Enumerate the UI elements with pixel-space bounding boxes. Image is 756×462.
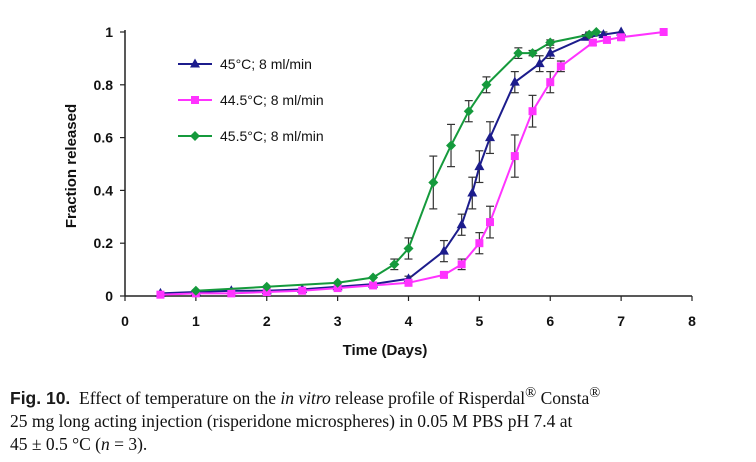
data-point xyxy=(298,286,307,295)
data-point xyxy=(485,132,496,142)
y-tick-label: 0.2 xyxy=(94,235,114,251)
data-point xyxy=(481,79,492,90)
series-3 xyxy=(190,27,602,296)
data-point xyxy=(467,187,478,197)
caption-suffix: = 3). xyxy=(109,433,148,454)
data-point xyxy=(528,107,537,116)
series-line xyxy=(160,31,664,296)
data-point xyxy=(428,177,439,188)
data-point xyxy=(403,243,414,254)
x-tick-label: 1 xyxy=(192,313,200,329)
data-point xyxy=(588,38,597,47)
legend-item-3: 45.5°C; 8 ml/min xyxy=(178,128,324,144)
caption-consta: Consta xyxy=(540,387,590,408)
x-tick-label: 6 xyxy=(546,313,554,329)
caption-n: n xyxy=(100,433,110,454)
caption-reg-2: ® xyxy=(589,385,601,401)
caption-line-2: 25 mg long acting injection (risperidone… xyxy=(10,410,573,431)
data-point xyxy=(591,27,602,37)
data-point xyxy=(617,33,626,42)
x-axis-label: Time (Days) xyxy=(343,342,428,359)
legend-item-2: 44.5°C; 8 ml/min xyxy=(178,92,324,108)
series-layer xyxy=(155,26,668,299)
data-point xyxy=(262,288,271,297)
legend-label: 44.5°C; 8 ml/min xyxy=(220,92,324,108)
caption-reg-1: ® xyxy=(525,385,537,401)
y-axis-label: Fraction released xyxy=(63,104,80,228)
legend-label: 45°C; 8 ml/min xyxy=(220,56,312,72)
data-point xyxy=(332,277,343,288)
data-point xyxy=(474,161,485,171)
y-tick-label: 0 xyxy=(105,288,113,304)
data-point xyxy=(463,106,474,117)
data-point xyxy=(527,48,538,59)
y-tick-label: 0.6 xyxy=(94,130,114,146)
x-tick-label: 0 xyxy=(121,313,129,329)
data-point xyxy=(616,26,627,36)
x-tick-label: 2 xyxy=(263,313,271,329)
axes-layer: 0 1 2 3 4 5 6 7 8 0 0.2 0.4 0.6 0.8 1 xyxy=(94,24,697,329)
y-tick-label: 1 xyxy=(105,24,113,40)
caption-text-1: Effect of temperature on the xyxy=(79,387,276,408)
data-point xyxy=(457,260,466,269)
y-tick-label: 0.4 xyxy=(94,182,114,198)
data-point xyxy=(546,78,555,87)
data-point xyxy=(438,245,449,255)
data-point xyxy=(659,28,668,36)
data-point xyxy=(333,284,342,293)
data-point xyxy=(475,239,484,248)
legend-swatch-marker xyxy=(190,58,200,68)
caption-line-1: Fig. 10. Effect of temperature on the in… xyxy=(10,382,748,410)
caption-line-3: 45 ± 0.5 °C (n = 3). xyxy=(10,433,748,456)
x-tick-label: 7 xyxy=(617,313,625,329)
data-point xyxy=(456,219,467,229)
figure-caption: Fig. 10. Effect of temperature on the in… xyxy=(10,382,748,456)
legend: 45°C; 8 ml/min 44.5°C; 8 ml/min 45.5°C; 8 … xyxy=(178,56,324,144)
series-2 xyxy=(156,28,668,299)
data-point xyxy=(545,37,556,48)
data-point xyxy=(510,152,519,161)
data-point xyxy=(439,270,448,279)
x-tick-label: 8 xyxy=(688,313,696,329)
data-point xyxy=(369,281,378,290)
x-tick-label: 5 xyxy=(475,313,483,329)
y-tick-label: 0.8 xyxy=(94,77,114,93)
data-point xyxy=(227,289,236,298)
data-point xyxy=(545,47,556,57)
data-point xyxy=(261,281,272,292)
legend-label: 45.5°C; 8 ml/min xyxy=(220,128,324,144)
caption-text-2: release profile of Risperdal xyxy=(335,387,526,408)
data-point xyxy=(534,58,545,68)
legend-swatch-marker xyxy=(190,131,200,141)
caption-prefix: 45 ± 0.5 °C ( xyxy=(10,433,101,454)
release-profile-chart: 0 1 2 3 4 5 6 7 8 0 0.2 0.4 0.6 0.8 1 45°C; 8 ml/min 44… xyxy=(63,24,697,359)
data-point xyxy=(368,272,379,283)
x-tick-label: 4 xyxy=(405,313,413,329)
data-point xyxy=(190,285,201,296)
data-point xyxy=(486,218,495,227)
data-point xyxy=(598,29,609,39)
data-point xyxy=(389,259,400,270)
data-point xyxy=(556,62,565,71)
x-tick-label: 3 xyxy=(334,313,342,329)
data-point xyxy=(156,290,165,299)
caption-italic: in vitro xyxy=(280,387,331,408)
data-point xyxy=(404,278,413,287)
data-point xyxy=(602,35,611,44)
data-point xyxy=(513,48,524,59)
data-point xyxy=(446,140,457,151)
caption-label: Fig. 10. xyxy=(10,387,71,408)
legend-swatch-marker xyxy=(191,96,199,104)
data-point xyxy=(509,76,520,86)
legend-item-1: 45°C; 8 ml/min xyxy=(178,56,312,72)
